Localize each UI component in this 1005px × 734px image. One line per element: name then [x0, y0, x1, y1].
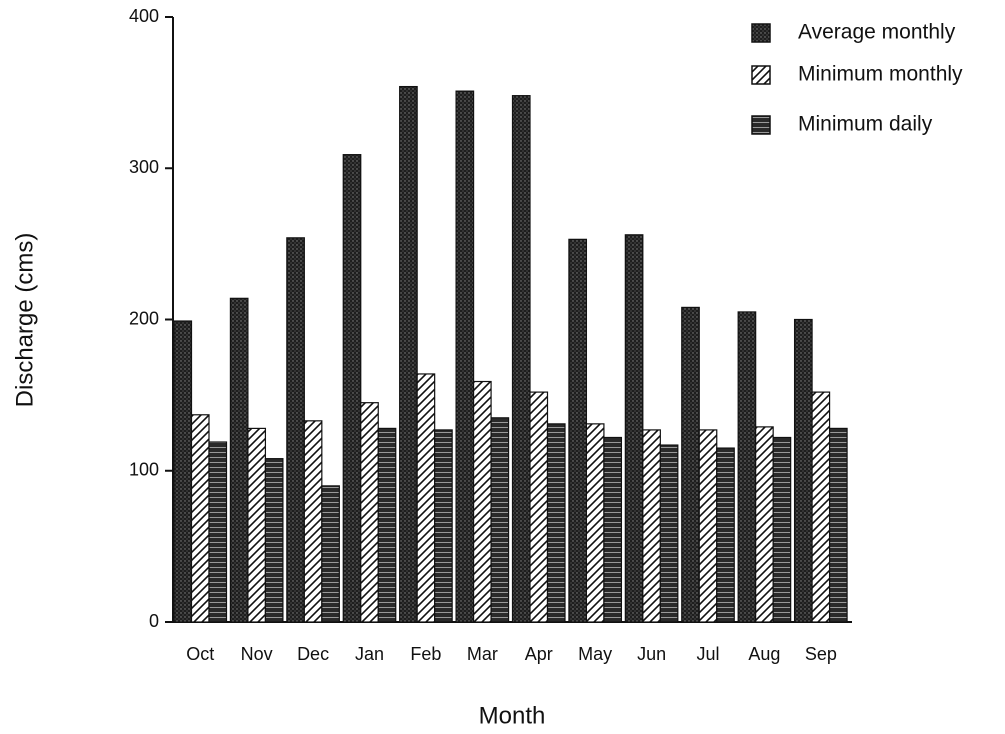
legend-swatch: [751, 23, 771, 43]
bar: [472, 380, 492, 623]
bar: [659, 444, 679, 623]
bar: [286, 237, 305, 623]
bar: [585, 423, 605, 623]
bar: [546, 423, 566, 623]
x-tick-label: Nov: [241, 644, 273, 664]
legend-swatch: [751, 65, 771, 85]
bar: [360, 402, 379, 623]
bar: [811, 391, 831, 623]
y-tick-label: 400: [129, 6, 159, 26]
x-tick-label: Jul: [696, 644, 719, 664]
x-tick-label: Jun: [637, 644, 666, 664]
x-tick-label: Oct: [186, 644, 214, 664]
bar: [772, 436, 792, 623]
bar: [642, 429, 661, 623]
bar: [455, 90, 475, 623]
bar: [229, 297, 249, 623]
y-tick-label: 300: [129, 157, 159, 177]
x-tick-label: May: [578, 644, 612, 664]
bar: [247, 427, 267, 623]
bar: [793, 318, 813, 623]
legend-label: Minimum daily: [798, 113, 933, 136]
bar: [303, 420, 323, 623]
bar: [624, 234, 644, 623]
bar: [490, 417, 510, 623]
x-tick-label: Aug: [748, 644, 780, 664]
y-tick-label: 100: [129, 460, 159, 480]
x-tick-label: Feb: [410, 644, 441, 664]
bar: [416, 373, 436, 623]
bar: [716, 447, 735, 623]
x-tick-label: Jan: [355, 644, 384, 664]
bar: [698, 429, 718, 623]
bar: [828, 427, 848, 623]
legend-label: Average monthly: [798, 21, 956, 44]
bar: [511, 95, 531, 623]
bar: [681, 306, 700, 623]
x-tick-label: Mar: [467, 644, 498, 664]
bar: [342, 154, 362, 623]
x-tick-label: Apr: [525, 644, 553, 664]
x-tick-label: Sep: [805, 644, 837, 664]
bar: [377, 427, 397, 623]
bar: [755, 426, 774, 623]
y-tick-label: 200: [129, 308, 159, 328]
bar: [529, 391, 549, 623]
bar: [434, 429, 453, 623]
bar: [321, 485, 340, 623]
legend-label: Minimum monthly: [798, 63, 963, 86]
x-axis-title: Month: [479, 702, 546, 729]
y-axis-title: Discharge (cms): [11, 233, 38, 408]
bar: [208, 441, 228, 623]
x-tick-label: Dec: [297, 644, 329, 664]
bar: [264, 458, 284, 623]
bar: [190, 414, 210, 623]
bar: [568, 238, 588, 623]
legend-swatch: [751, 115, 771, 135]
bar: [399, 85, 418, 623]
bar: [173, 320, 193, 623]
bar: [737, 311, 757, 623]
bar: [603, 436, 623, 623]
y-tick-label: 0: [149, 611, 159, 631]
